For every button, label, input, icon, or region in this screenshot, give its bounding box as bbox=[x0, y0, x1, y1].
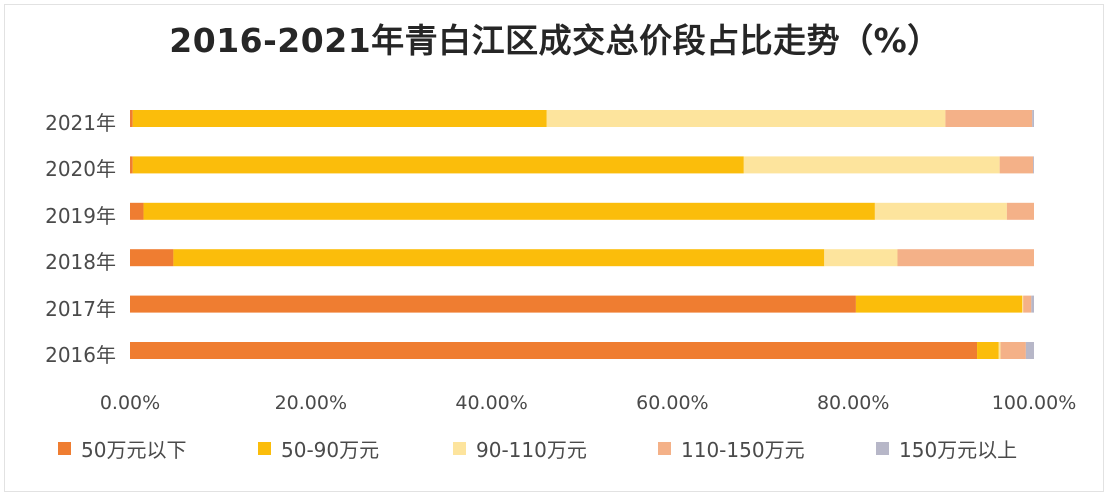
bar-segment bbox=[855, 295, 1023, 313]
legend-swatch bbox=[258, 441, 271, 455]
legend-label: 50万元以下 bbox=[81, 437, 187, 462]
bar-segment bbox=[977, 342, 999, 359]
x-tick-label: 40.00% bbox=[455, 392, 528, 414]
bar-segment bbox=[132, 110, 547, 127]
bar-segment bbox=[874, 202, 1007, 220]
bar-segment bbox=[173, 249, 825, 267]
bar-segment bbox=[945, 110, 1033, 127]
legend-label: 50-90万元 bbox=[281, 437, 380, 462]
y-tick-label: 2020年 bbox=[45, 157, 116, 182]
y-tick-label: 2019年 bbox=[45, 203, 116, 228]
legend-swatch bbox=[876, 441, 889, 455]
legend-item: 90-110万元 bbox=[453, 434, 587, 462]
legend-swatch bbox=[453, 441, 466, 455]
legend-label: 110-150万元 bbox=[681, 437, 805, 462]
bar-segment bbox=[824, 249, 898, 267]
bar-segment bbox=[132, 156, 744, 174]
legend-label: 90-110万元 bbox=[476, 437, 587, 462]
y-tick-label: 2016年 bbox=[45, 343, 116, 367]
bar-segment bbox=[999, 156, 1034, 174]
chart-title: 2016-2021年青白江区成交总价段占比走势（%） bbox=[169, 21, 941, 60]
x-tick-label: 60.00% bbox=[636, 392, 709, 414]
bar-segment bbox=[130, 156, 133, 174]
bar-segment bbox=[143, 202, 875, 220]
bar-segment bbox=[1025, 342, 1034, 359]
legend-swatch bbox=[58, 441, 71, 455]
y-tick-label: 2018年 bbox=[45, 250, 116, 275]
bar-segment bbox=[1006, 202, 1034, 220]
bar-segment bbox=[546, 110, 946, 127]
legend-label: 150万元以上 bbox=[899, 437, 1018, 462]
x-tick-label: 0.00% bbox=[99, 392, 161, 414]
bar-segment bbox=[130, 295, 856, 313]
x-tick-label: 80.00% bbox=[816, 392, 890, 414]
bar-segment bbox=[130, 110, 133, 127]
legend-item: 150万元以上 bbox=[876, 434, 1017, 462]
y-tick-label: 2021年 bbox=[45, 111, 116, 135]
bar-segment bbox=[130, 202, 144, 220]
chart-legend: 50万元以下 50-90万元 90-110万元 110-150万元 150万元以上 bbox=[0, 434, 1110, 462]
x-tick-label: 100.00% bbox=[991, 392, 1077, 414]
legend-item: 110-150万元 bbox=[658, 434, 805, 462]
y-tick-label: 2017年 bbox=[45, 296, 116, 321]
bar-segment bbox=[1000, 342, 1026, 359]
bar-segment bbox=[130, 342, 978, 359]
legend-swatch bbox=[658, 441, 671, 455]
bar-segment bbox=[1031, 295, 1034, 313]
legend-item: 50-90万元 bbox=[258, 434, 379, 462]
x-tick-label: 20.00% bbox=[274, 392, 348, 414]
bar-segment bbox=[1032, 110, 1034, 127]
chart-frame bbox=[4, 4, 1104, 492]
bar-segment bbox=[1022, 295, 1024, 313]
bar-segment bbox=[1023, 295, 1032, 313]
bar-segment bbox=[130, 249, 174, 267]
legend-item: 50万元以下 bbox=[58, 434, 186, 462]
bar-segment bbox=[1033, 156, 1034, 174]
bar-segment bbox=[998, 342, 1001, 359]
bar-segment bbox=[897, 249, 1034, 267]
bar-segment bbox=[743, 156, 1000, 174]
